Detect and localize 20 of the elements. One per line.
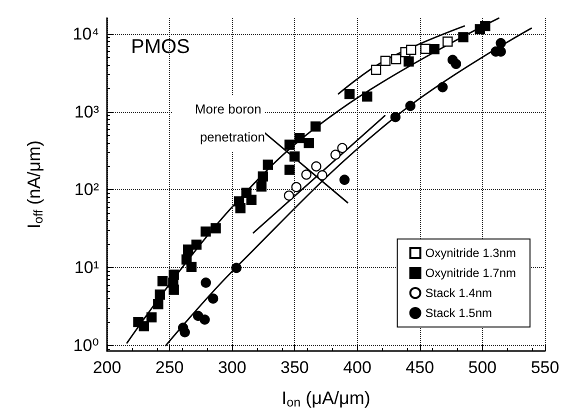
x-tick-label: 250 (155, 358, 184, 377)
y-tick-label: 10³ (74, 102, 100, 122)
x-tick-label: 450 (406, 358, 434, 377)
legend-label: Stack 1.4nm (425, 286, 492, 300)
y-tick-label: 10² (74, 180, 100, 200)
x-tick-label: 300 (218, 358, 246, 377)
y-tick-label: 10¹ (74, 258, 100, 278)
legend-label: Oxynitride 1.7nm (425, 266, 516, 280)
legend-label: Stack 1.5nm (425, 306, 492, 320)
x-tick-label: 350 (280, 358, 309, 377)
y-tick-label: 10⁴ (72, 24, 99, 44)
y-axis-title: Ioff (nA/μm) (24, 140, 46, 229)
y-tick-label: 10⁰ (73, 336, 100, 355)
annotation: More boron penetration (194, 102, 265, 144)
text: PMOS (131, 36, 190, 58)
x-tick-label: 200 (92, 358, 122, 377)
x-tick-label: 500 (468, 358, 497, 377)
x-tick-label: 400 (343, 358, 372, 377)
x-tick-label: 550 (530, 358, 560, 377)
legend-label: Oxynitride 1.3nm (425, 246, 516, 260)
